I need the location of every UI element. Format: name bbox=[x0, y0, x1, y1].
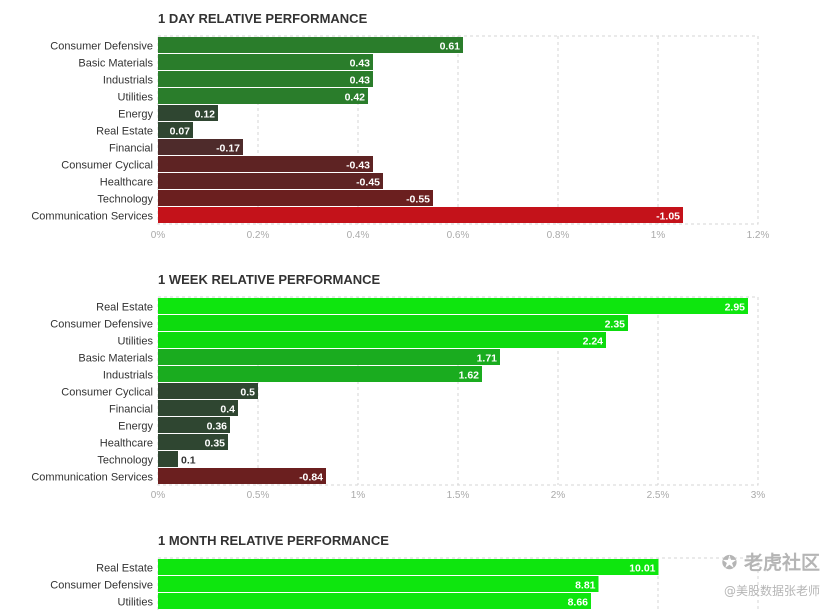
value-label: 0.12 bbox=[195, 109, 216, 121]
bar bbox=[158, 139, 243, 155]
category-label: Industrials bbox=[103, 75, 154, 87]
value-label: 0.36 bbox=[207, 421, 228, 433]
bar bbox=[158, 71, 373, 87]
bar bbox=[158, 417, 230, 433]
category-label: Basic Materials bbox=[78, 353, 153, 365]
value-label: 1.71 bbox=[477, 353, 498, 365]
bar bbox=[158, 349, 500, 365]
value-label: 2.24 bbox=[583, 336, 604, 348]
value-label: 0.42 bbox=[345, 92, 366, 104]
category-label: Consumer Defensive bbox=[50, 319, 153, 331]
chart-title: 1 MONTH RELATIVE PERFORMANCE bbox=[158, 533, 389, 548]
value-label: -1.05 bbox=[656, 211, 680, 223]
bar bbox=[158, 593, 591, 609]
value-label: 2.35 bbox=[605, 319, 626, 331]
category-label: Utilities bbox=[118, 597, 154, 609]
value-label: 10.01 bbox=[629, 563, 655, 575]
bar bbox=[158, 88, 368, 104]
value-label: 0.61 bbox=[440, 41, 461, 53]
tick-label: 0% bbox=[151, 490, 166, 501]
value-label: 0.1 bbox=[181, 455, 196, 467]
bar bbox=[158, 105, 218, 121]
category-label: Utilities bbox=[118, 336, 154, 348]
value-label: 8.81 bbox=[575, 580, 596, 592]
bar bbox=[158, 468, 326, 484]
value-label: 0.35 bbox=[205, 438, 226, 450]
category-label: Energy bbox=[118, 421, 153, 433]
tick-label: 0.5% bbox=[247, 490, 270, 501]
bar bbox=[158, 332, 606, 348]
tick-label: 1.5% bbox=[447, 490, 470, 501]
value-label: 8.66 bbox=[568, 597, 589, 609]
value-label: 0.43 bbox=[350, 75, 371, 87]
category-label: Consumer Cyclical bbox=[61, 387, 153, 399]
bar bbox=[158, 37, 463, 53]
category-label: Utilities bbox=[118, 92, 154, 104]
bar bbox=[158, 576, 599, 592]
tick-label: 2.5% bbox=[647, 490, 670, 501]
category-label: Consumer Cyclical bbox=[61, 160, 153, 172]
bar bbox=[158, 298, 748, 314]
watermark-author: @美股数据张老师 bbox=[723, 584, 820, 598]
value-label: -0.43 bbox=[346, 160, 370, 172]
value-label: 0.5 bbox=[240, 387, 255, 399]
tick-label: 1% bbox=[651, 230, 666, 241]
tick-label: 0% bbox=[151, 230, 166, 241]
bar bbox=[158, 122, 193, 138]
bar bbox=[158, 156, 373, 172]
category-label: Financial bbox=[109, 143, 153, 155]
category-label: Communication Services bbox=[31, 211, 153, 223]
category-label: Financial bbox=[109, 404, 153, 416]
category-label: Communication Services bbox=[31, 472, 153, 484]
tick-label: 0.6% bbox=[447, 230, 470, 241]
chart-2: 1 WEEK RELATIVE PERFORMANCE Real Estate 2.… bbox=[31, 272, 765, 501]
category-label: Consumer Defensive bbox=[50, 41, 153, 53]
value-label: 1.62 bbox=[459, 370, 480, 382]
category-label: Healthcare bbox=[100, 177, 153, 189]
bar bbox=[158, 173, 383, 189]
tick-label: 0.2% bbox=[247, 230, 270, 241]
category-label: Technology bbox=[97, 455, 153, 467]
value-label: -0.45 bbox=[356, 177, 380, 189]
bar bbox=[158, 54, 373, 70]
watermark-brand: ✪ 老虎社区 bbox=[721, 552, 820, 574]
bar bbox=[158, 434, 228, 450]
bar bbox=[158, 451, 178, 467]
category-label: Real Estate bbox=[96, 302, 153, 314]
tick-label: 0.4% bbox=[347, 230, 370, 241]
category-label: Industrials bbox=[103, 370, 154, 382]
category-label: Healthcare bbox=[100, 438, 153, 450]
category-label: Consumer Defensive bbox=[50, 580, 153, 592]
bar bbox=[158, 400, 238, 416]
bar bbox=[158, 207, 683, 223]
chart-1: 1 DAY RELATIVE PERFORMANCE Consumer Defen… bbox=[31, 11, 769, 241]
value-label: 0.43 bbox=[350, 58, 371, 70]
category-label: Basic Materials bbox=[78, 58, 153, 70]
value-label: -0.55 bbox=[406, 194, 430, 206]
bar bbox=[158, 366, 482, 382]
tick-label: 3% bbox=[751, 490, 766, 501]
bar bbox=[158, 315, 628, 331]
category-label: Technology bbox=[97, 194, 153, 206]
category-label: Energy bbox=[118, 109, 153, 121]
category-label: Real Estate bbox=[96, 563, 153, 575]
chart-title: 1 DAY RELATIVE PERFORMANCE bbox=[158, 11, 368, 26]
category-label: Real Estate bbox=[96, 126, 153, 138]
value-label: 2.95 bbox=[725, 302, 746, 314]
chart-3: 1 MONTH RELATIVE PERFORMANCE Real Estate 1… bbox=[50, 533, 759, 615]
bar bbox=[158, 190, 433, 206]
bar bbox=[158, 559, 659, 575]
tick-label: 2% bbox=[551, 490, 566, 501]
value-label: 0.4 bbox=[220, 404, 235, 416]
value-label: 0.07 bbox=[170, 126, 191, 138]
tick-label: 1% bbox=[351, 490, 366, 501]
tick-label: 1.2% bbox=[747, 230, 770, 241]
value-label: -0.17 bbox=[216, 143, 240, 155]
bar bbox=[158, 383, 258, 399]
value-label: -0.84 bbox=[299, 472, 323, 484]
chart-title: 1 WEEK RELATIVE PERFORMANCE bbox=[158, 272, 381, 287]
tiger-logo-icon: ✪ bbox=[721, 552, 738, 574]
tick-label: 0.8% bbox=[547, 230, 570, 241]
